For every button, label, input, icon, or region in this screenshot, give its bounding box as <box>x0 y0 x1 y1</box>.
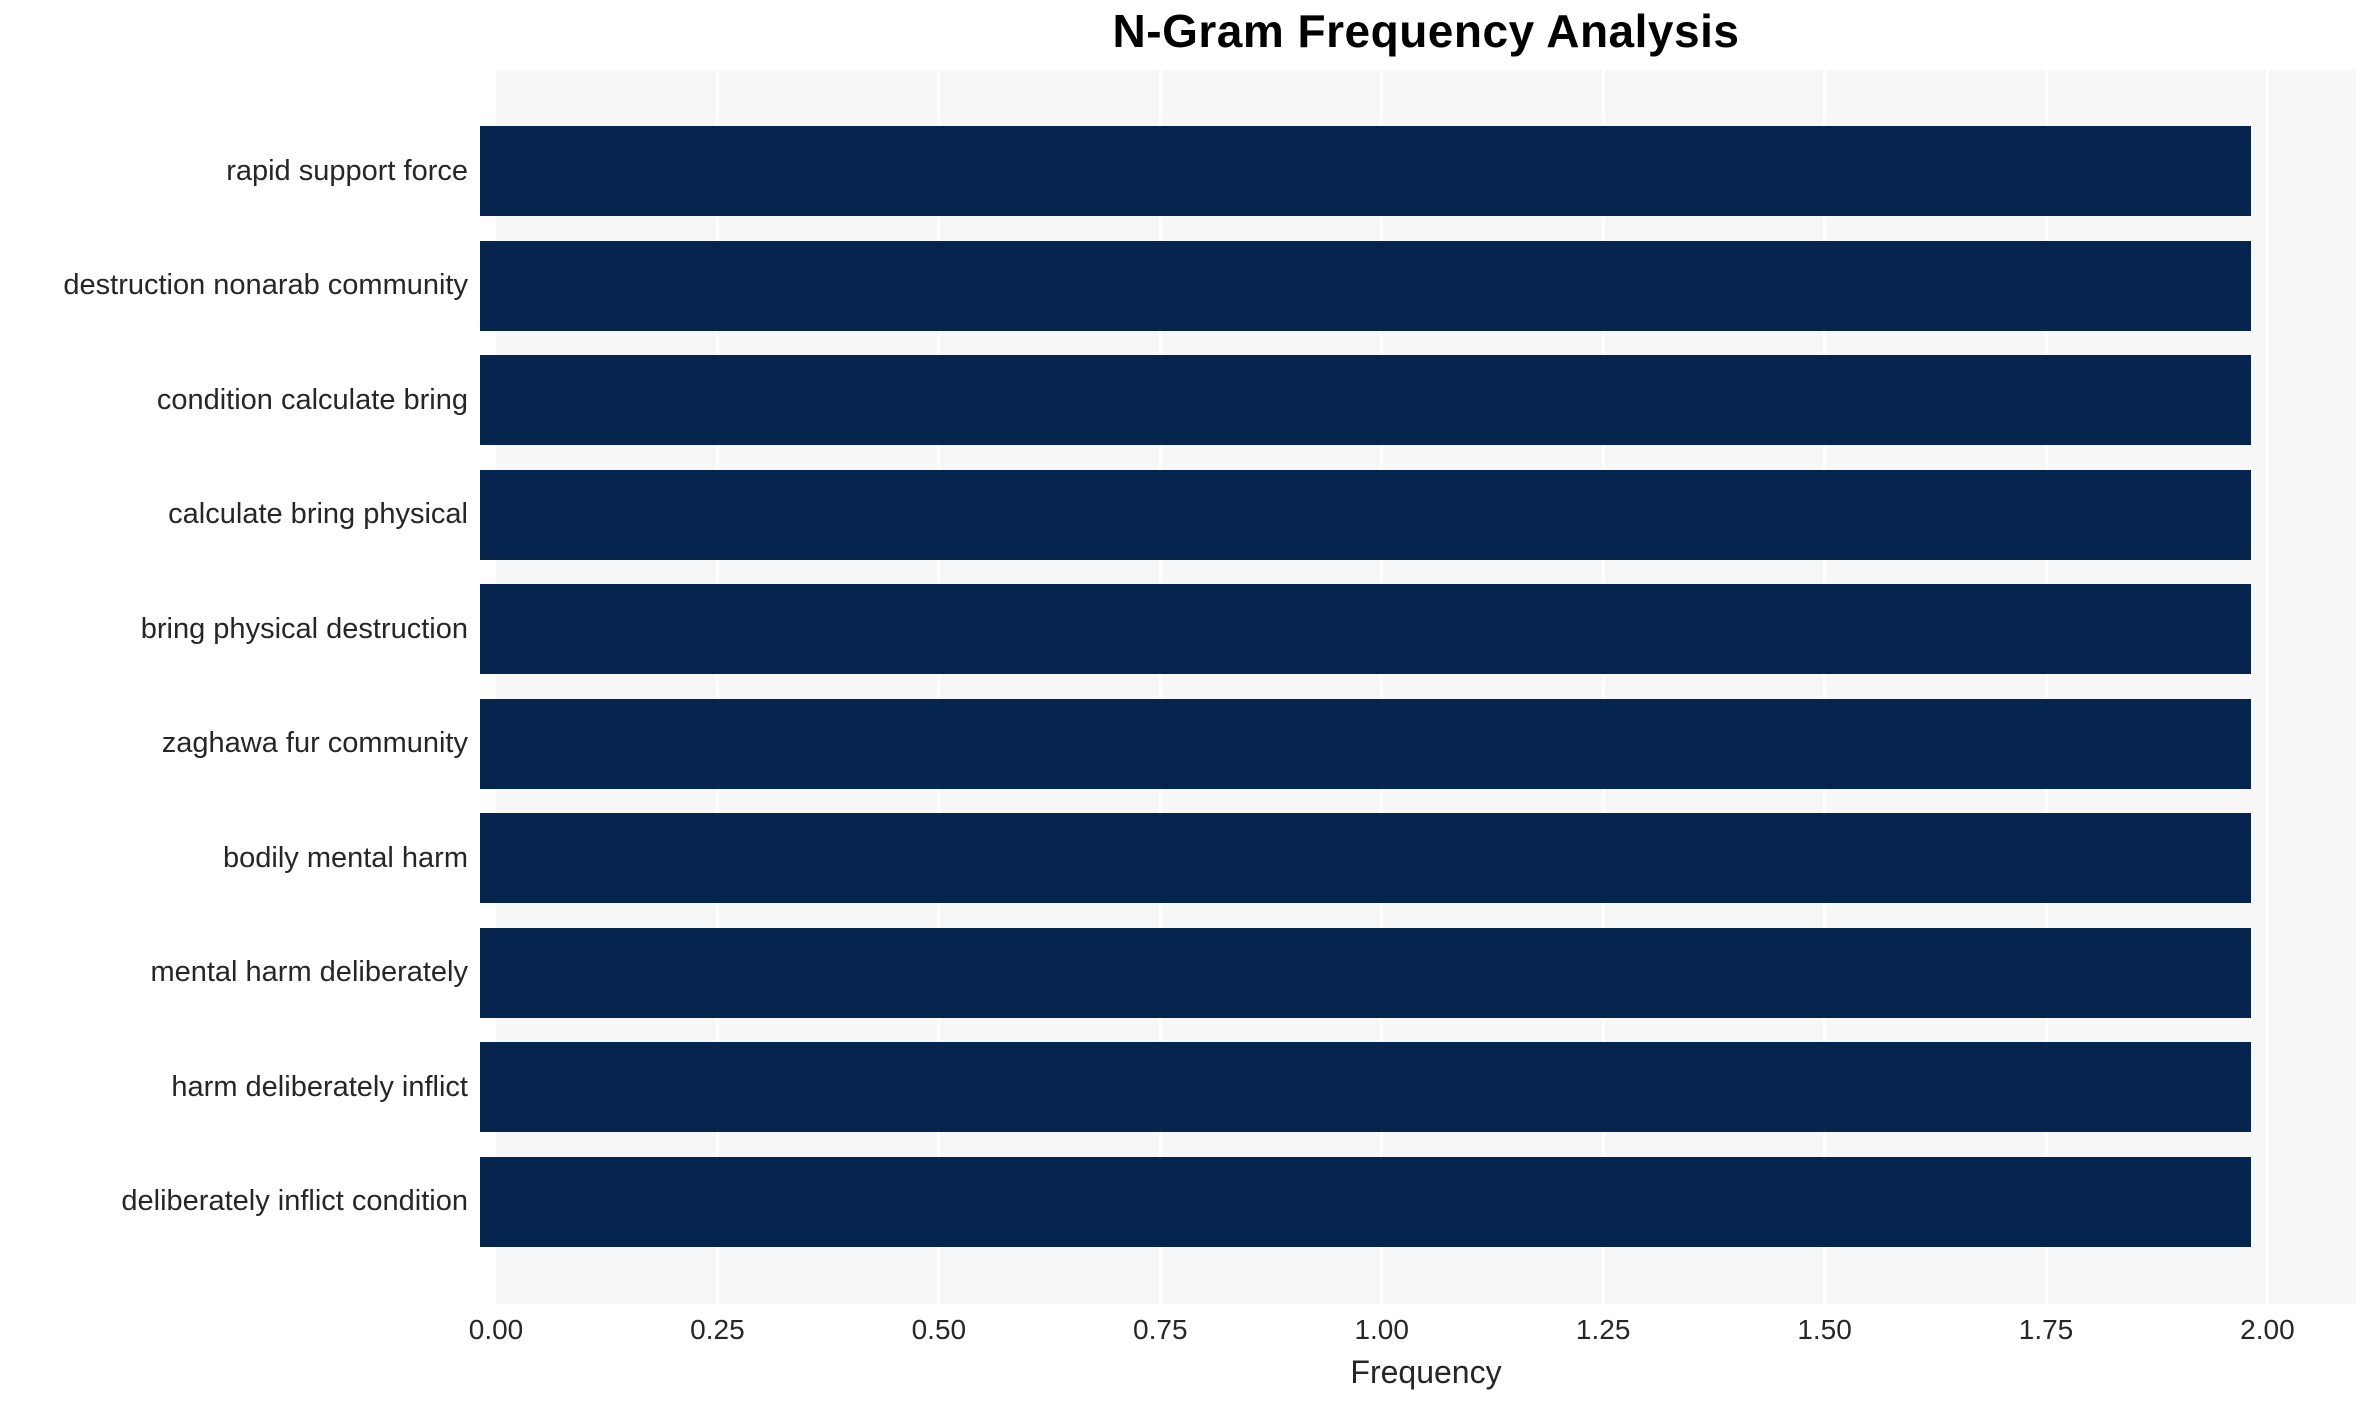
bar-track <box>480 1042 2340 1133</box>
frequency-bar <box>480 1042 2252 1133</box>
bar-row: mental harm deliberately <box>0 916 2374 1031</box>
x-tick-label: 2.00 <box>2240 1314 2295 1345</box>
frequency-bar <box>480 126 2252 217</box>
x-tick-label: 1.25 <box>1575 1314 1631 1345</box>
frequency-bar <box>480 584 2252 675</box>
bar-track <box>480 698 2340 789</box>
bar-track <box>480 813 2340 904</box>
bar-track <box>480 1156 2340 1247</box>
x-tick-label: 0.00 <box>468 1314 524 1345</box>
bar-row: calculate bring physical <box>0 458 2374 573</box>
bar-track <box>480 126 2340 217</box>
gridline <box>715 70 719 1304</box>
category-label: calculate bring physical <box>168 498 468 531</box>
x-tick-label: 0.25 <box>690 1314 745 1345</box>
bar-track <box>480 584 2340 675</box>
x-axis-ticks: 0.00 0.25 0.50 0.75 1.00 1.25 1.50 1.75 2.00 <box>469 1314 2356 1354</box>
category-label: bring physical destruction <box>140 612 468 645</box>
gridline <box>2265 70 2269 1304</box>
frequency-bar <box>480 927 2252 1018</box>
frequency-bar <box>480 240 2252 331</box>
bar-track <box>480 927 2340 1018</box>
bar-row: bring physical destruction <box>0 572 2374 687</box>
category-label: rapid support force <box>226 154 468 187</box>
category-label: zaghawa fur community <box>161 727 468 760</box>
bar-row: bodily mental harm <box>0 801 2374 916</box>
gridline <box>1601 70 1605 1304</box>
bar-track <box>480 240 2340 331</box>
gridline <box>1158 70 1162 1304</box>
category-label: harm deliberately inflict <box>171 1070 468 1103</box>
x-tick-label: 1.75 <box>2018 1314 2074 1345</box>
bar-track <box>480 469 2340 560</box>
x-axis-label: Frequency <box>1350 1354 1502 1390</box>
category-label: condition calculate bring <box>156 383 468 416</box>
x-tick-label: 0.50 <box>911 1314 967 1345</box>
bar-rows: rapid support force destruction nonarab c… <box>0 70 2374 1304</box>
bar-track <box>480 355 2340 446</box>
category-label: mental harm deliberately <box>150 956 468 989</box>
frequency-bar <box>480 1156 2252 1247</box>
x-tick-label: 1.00 <box>1354 1314 1409 1345</box>
category-label: bodily mental harm <box>223 841 468 874</box>
x-tick-label: 0.75 <box>1133 1314 1188 1345</box>
gridline <box>1380 70 1384 1304</box>
bar-row: condition calculate bring <box>0 343 2374 458</box>
frequency-bar <box>480 698 2252 789</box>
chart-title: N-Gram Frequency Analysis <box>1112 5 1740 57</box>
frequency-bar <box>480 355 2252 446</box>
x-tick-label: 1.50 <box>1797 1314 1852 1345</box>
bar-row: zaghawa fur community <box>0 687 2374 802</box>
bar-row: deliberately inflict condition <box>0 1145 2374 1260</box>
gridline <box>937 70 941 1304</box>
bar-row: destruction nonarab community <box>0 229 2374 344</box>
frequency-bar <box>480 469 2252 560</box>
bar-row: harm deliberately inflict <box>0 1030 2374 1145</box>
category-label: deliberately inflict condition <box>121 1185 468 1218</box>
gridline <box>1823 70 1827 1304</box>
frequency-bar <box>480 813 2252 904</box>
category-label: destruction nonarab community <box>63 269 468 302</box>
bar-row: rapid support force <box>0 114 2374 229</box>
gridline <box>2044 70 2048 1304</box>
